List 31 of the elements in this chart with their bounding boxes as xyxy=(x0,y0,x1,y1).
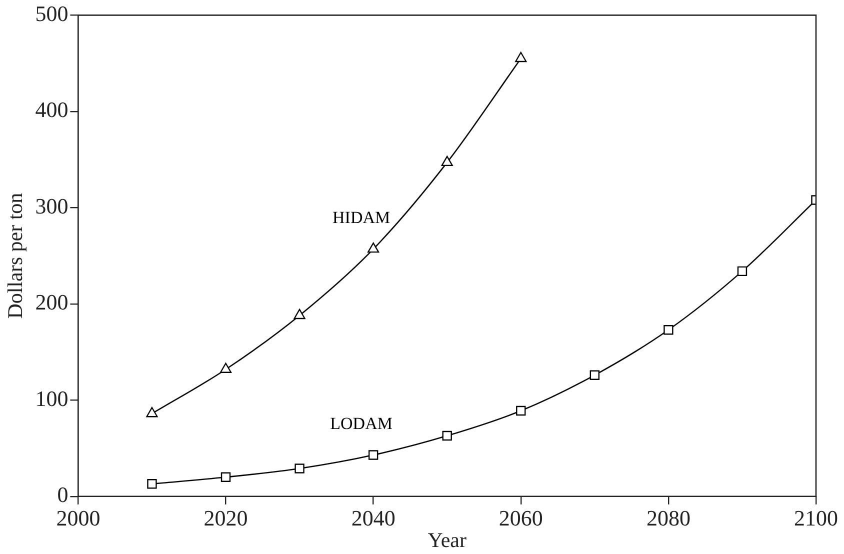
y-tick-label: 300 xyxy=(35,193,68,218)
point xyxy=(664,325,674,335)
x-tick-label: 2080 xyxy=(646,505,690,530)
series-label: LODAM xyxy=(330,414,392,433)
point xyxy=(516,406,526,416)
y-axis-title: Dollars per ton xyxy=(3,192,28,319)
point xyxy=(294,308,306,320)
x-tick-label: 2040 xyxy=(351,505,396,530)
x-axis-title: Year xyxy=(428,528,466,552)
point xyxy=(146,407,158,418)
x-tick-label: 2060 xyxy=(498,505,543,530)
point xyxy=(220,472,231,482)
y-tick-label: 200 xyxy=(35,290,68,315)
point xyxy=(220,362,232,373)
y-tick-label: 100 xyxy=(35,386,68,411)
x-tick-label: 2000 xyxy=(56,505,100,530)
x-tick-label: 2100 xyxy=(794,505,838,530)
point xyxy=(294,464,304,474)
y-tick-label: 400 xyxy=(35,97,68,122)
x-tick-label: 2020 xyxy=(204,505,248,530)
point xyxy=(515,52,527,62)
point xyxy=(368,242,380,253)
point xyxy=(442,430,452,441)
series-label: HIDAM xyxy=(332,208,390,228)
point xyxy=(590,370,600,380)
y-tick-label: 500 xyxy=(35,0,68,26)
point xyxy=(368,450,378,460)
point xyxy=(441,156,453,166)
point xyxy=(737,266,748,276)
y-tick-label: 0 xyxy=(57,482,68,508)
point xyxy=(147,479,157,489)
